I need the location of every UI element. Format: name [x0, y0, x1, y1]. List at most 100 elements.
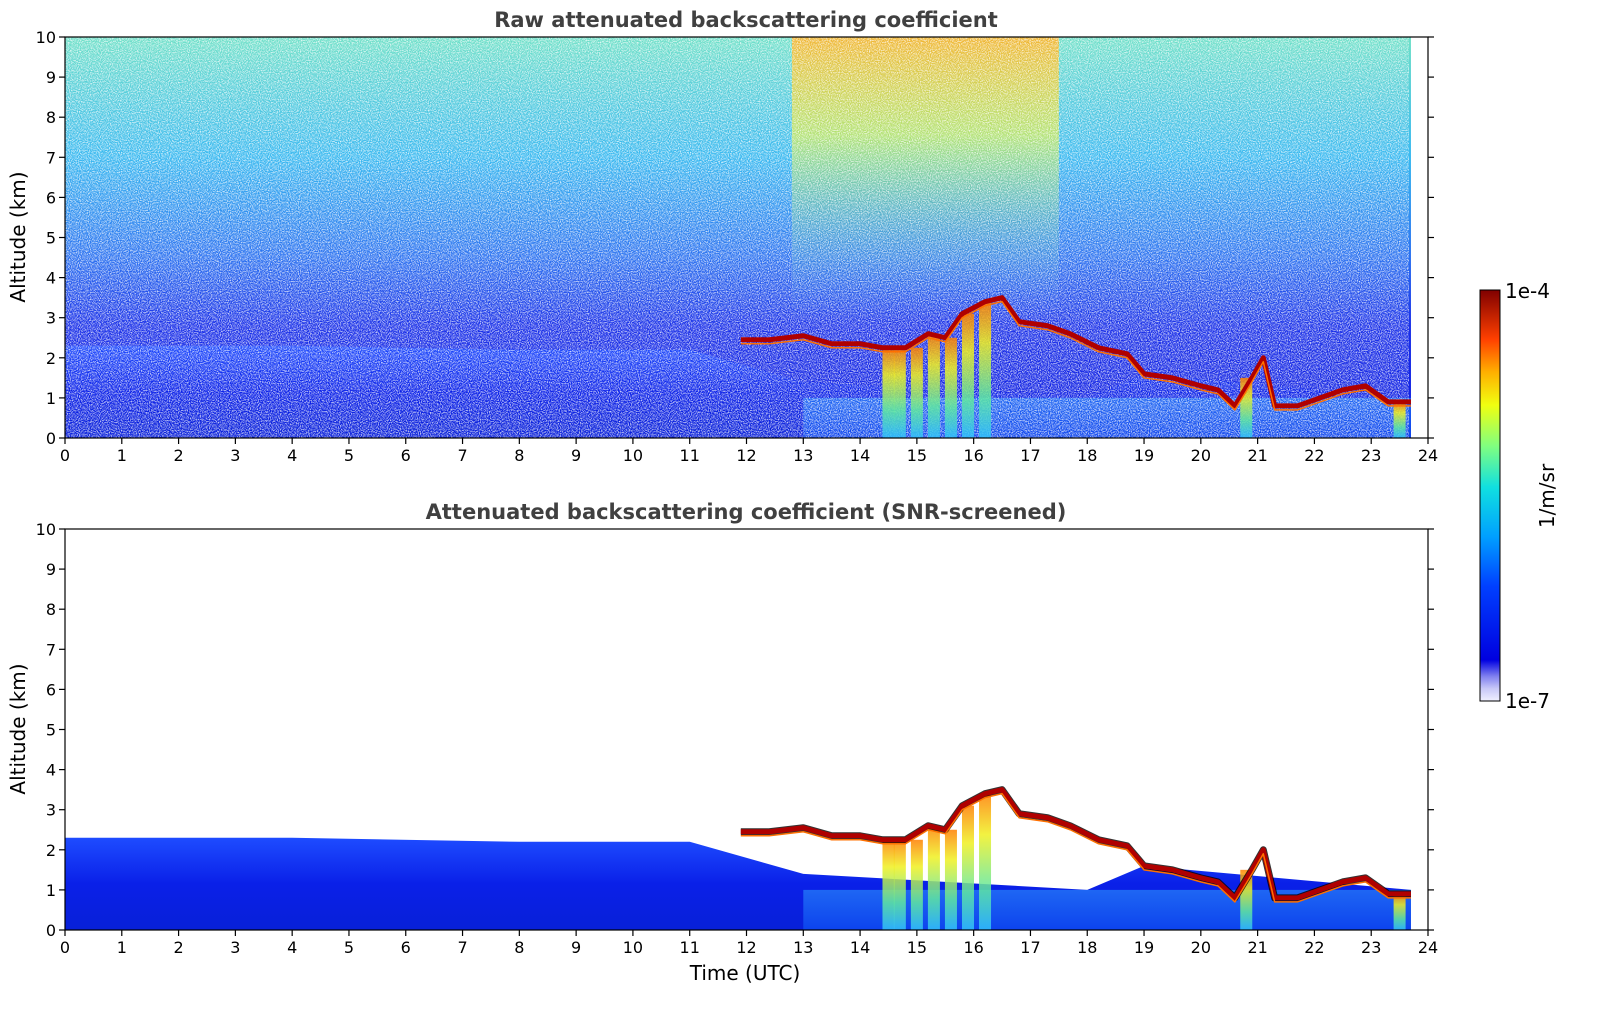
- x-tick-label: 6: [401, 938, 411, 957]
- x-tick-label: 14: [850, 446, 870, 465]
- y-tick-label: 9: [46, 68, 56, 87]
- precipitation-streak: [910, 839, 923, 930]
- x-tick-label: 23: [1361, 446, 1381, 465]
- x-tick-label: 11: [680, 446, 700, 465]
- noise-speckle: [65, 37, 1409, 438]
- x-tick-label: 2: [173, 446, 183, 465]
- cloud-layer: [740, 295, 1411, 438]
- x-tick-label: 1: [117, 446, 127, 465]
- x-tick-label: 12: [736, 938, 756, 957]
- precipitation-streak: [979, 793, 992, 930]
- x-axis: 0 1 2 3 4 5 6 7 8 9 10 11 12 13 14 15 16 17 18 19 20 21 22 23 24: [60, 930, 1438, 957]
- y-tick-label: 2: [46, 841, 56, 860]
- chart-title: Raw attenuated backscattering coefficien…: [494, 8, 998, 32]
- x-tick-label: 17: [1020, 446, 1040, 465]
- x-tick-label: 20: [1191, 938, 1211, 957]
- x-tick-label: 21: [1247, 446, 1267, 465]
- precipitation-streak: [961, 313, 974, 438]
- x-tick-label: 16: [963, 938, 983, 957]
- x-tick-label: 7: [457, 446, 467, 465]
- x-axis: 0 1 2 3 4 5 6 7 8 9 10 11 12 13 14 15 16 17 18 19 20 21 22 23 24: [60, 438, 1438, 465]
- y-tick-label: 2: [46, 349, 56, 368]
- y-tick-label: 8: [46, 600, 56, 619]
- x-tick-label: 13: [793, 446, 813, 465]
- cloud-base-line: [740, 295, 1411, 409]
- x-tick-label: 22: [1304, 938, 1324, 957]
- x-tick-label: 19: [1134, 446, 1154, 465]
- x-tick-label: 2: [173, 938, 183, 957]
- x-tick-label: 10: [623, 938, 643, 957]
- x-tick-label: 17: [1020, 938, 1040, 957]
- y-axis: 0 1 2 3 4 5 6 7 8 9 10: [36, 520, 1434, 940]
- colorbar-min-label: 1e-7: [1505, 689, 1550, 713]
- y-tick-label: 6: [46, 188, 56, 207]
- y-tick-label: 9: [46, 560, 56, 579]
- x-tick-label: 13: [793, 938, 813, 957]
- y-tick-label: 3: [46, 801, 56, 820]
- y-tick-label: 7: [46, 640, 56, 659]
- y-tick-label: 6: [46, 680, 56, 699]
- y-tick-label: 1: [46, 389, 56, 408]
- y-tick-label: 3: [46, 309, 56, 328]
- colorbar: 1e-4 1e-7 1/m/sr: [1479, 279, 1559, 713]
- x-tick-label: 15: [907, 446, 927, 465]
- x-tick-label: 8: [514, 938, 524, 957]
- y-tick-label: 4: [46, 761, 56, 780]
- x-tick-label: 19: [1134, 938, 1154, 957]
- precipitation-streak: [1393, 893, 1406, 930]
- precipitation-streak: [893, 347, 906, 438]
- colorbar-max-label: 1e-4: [1505, 279, 1550, 303]
- colorbar-gradient: [1479, 289, 1501, 702]
- cloud-base-edge: [740, 792, 1411, 903]
- y-axis-label: Altitude (km): [6, 663, 30, 794]
- x-tick-label: 20: [1191, 446, 1211, 465]
- y-tick-label: 4: [46, 269, 56, 288]
- precipitation-streak: [1393, 401, 1406, 438]
- x-tick-label: 15: [907, 938, 927, 957]
- precipitation-streak: [910, 347, 923, 438]
- snr-screened-panel: Attenuated backscattering coefficient (S…: [6, 500, 1438, 985]
- x-tick-label: 8: [514, 446, 524, 465]
- x-tick-label: 0: [60, 446, 70, 465]
- y-axis-label: Altitude (km): [6, 171, 30, 302]
- precipitation-streak: [927, 825, 940, 930]
- precipitation-streak: [979, 301, 992, 438]
- colorbar-unit-label: 1/m/sr: [1535, 463, 1559, 528]
- precipitation-streak: [927, 333, 940, 438]
- x-tick-label: 0: [60, 938, 70, 957]
- y-tick-label: 7: [46, 148, 56, 167]
- x-tick-label: 18: [1077, 938, 1097, 957]
- x-tick-label: 10: [623, 446, 643, 465]
- cloud-base-edge: [740, 300, 1411, 411]
- y-tick-label: 0: [46, 921, 56, 940]
- x-tick-label: 9: [571, 938, 581, 957]
- plot-area: [65, 529, 1428, 930]
- y-tick-label: 0: [46, 429, 56, 448]
- x-tick-label: 3: [230, 446, 240, 465]
- x-tick-label: 16: [963, 446, 983, 465]
- y-tick-label: 8: [46, 108, 56, 127]
- x-tick-label: 5: [344, 938, 354, 957]
- cloud-layer: [740, 786, 1411, 930]
- precipitation-streak: [882, 839, 895, 930]
- x-tick-label: 22: [1304, 446, 1324, 465]
- x-axis-label: Time (UTC): [689, 961, 801, 985]
- cloud-base-line: [740, 787, 1411, 901]
- y-axis: 0 1 2 3 4 5 6 7 8 9 10: [36, 28, 1434, 448]
- x-tick-label: 18: [1077, 446, 1097, 465]
- chart-title: Attenuated backscattering coefficient (S…: [426, 500, 1067, 524]
- x-tick-label: 23: [1361, 938, 1381, 957]
- x-tick-label: 3: [230, 938, 240, 957]
- x-tick-label: 21: [1247, 938, 1267, 957]
- precipitation-streak: [961, 805, 974, 930]
- y-tick-label: 10: [36, 520, 56, 539]
- x-tick-label: 5: [344, 446, 354, 465]
- x-tick-label: 4: [287, 446, 297, 465]
- y-tick-label: 5: [46, 721, 56, 740]
- plot-area: [65, 37, 1428, 438]
- raw-backscatter-panel: Raw attenuated backscattering coefficien…: [6, 8, 1438, 465]
- precipitation-streak: [882, 347, 895, 438]
- x-tick-label: 6: [401, 446, 411, 465]
- y-tick-label: 10: [36, 28, 56, 47]
